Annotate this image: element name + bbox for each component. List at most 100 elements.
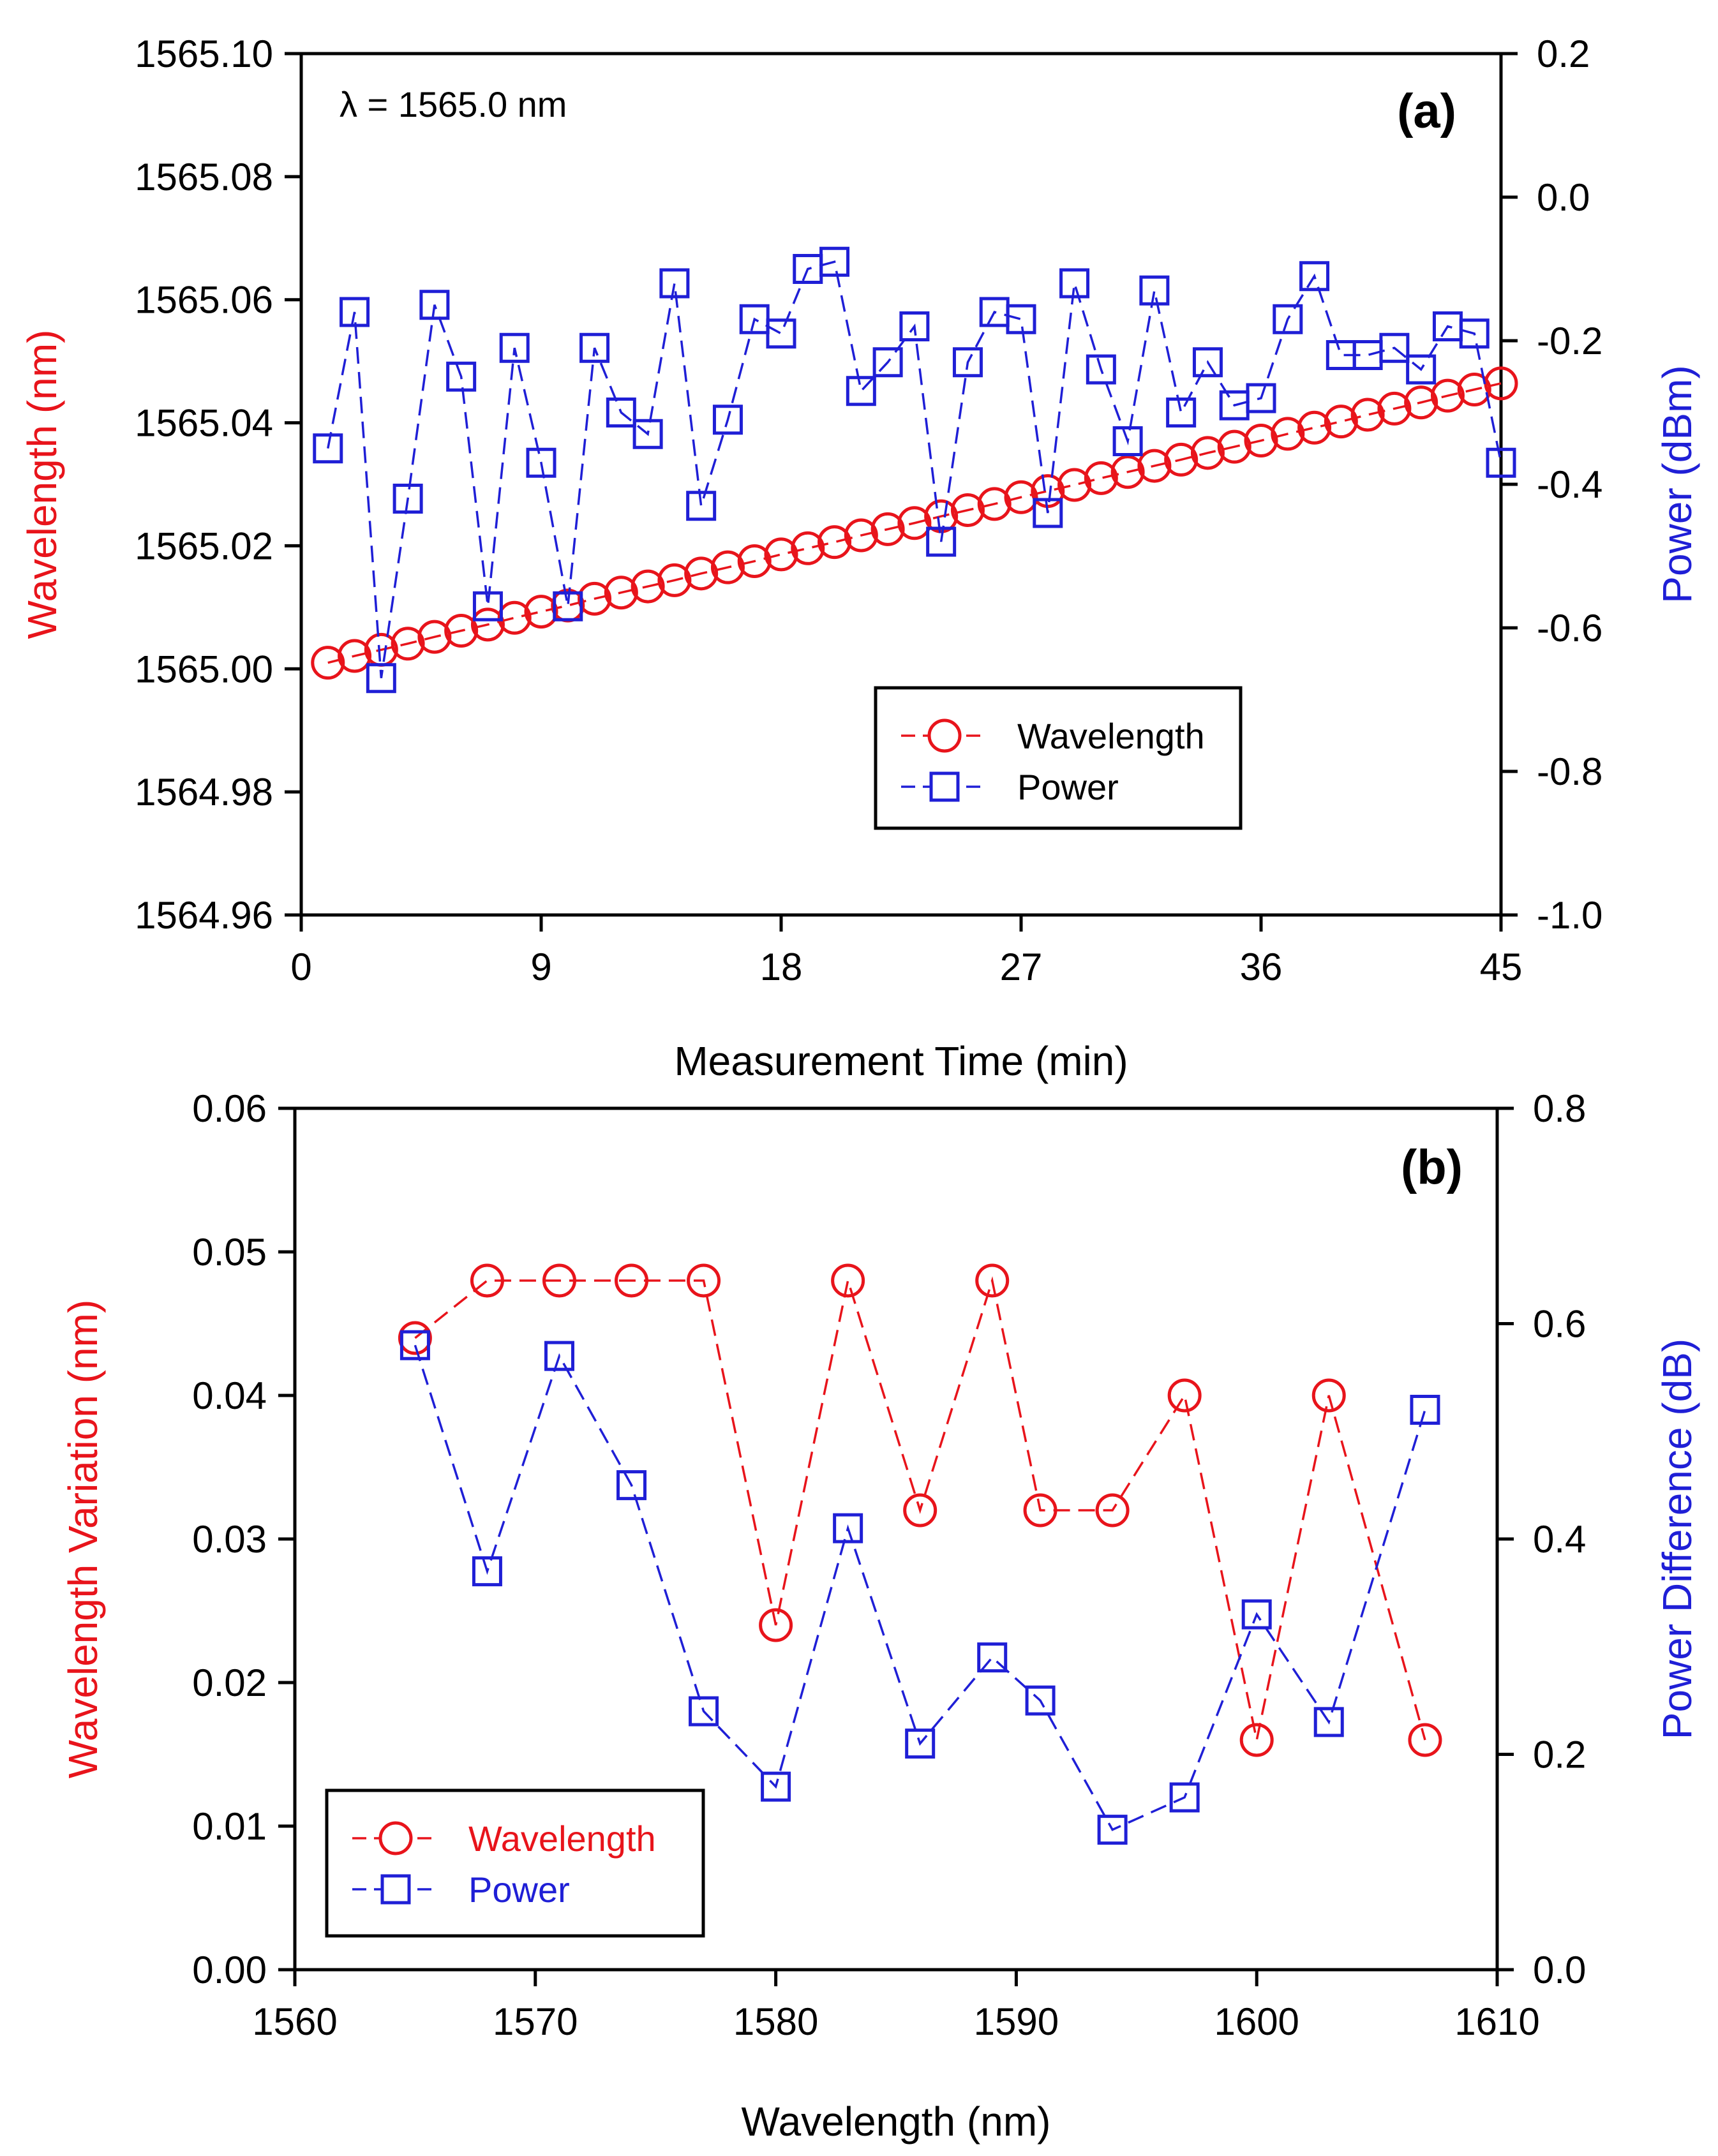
data-point-wavelength <box>897 506 932 540</box>
data-point-power <box>761 1771 791 1802</box>
data-point-power <box>616 1470 647 1501</box>
data-point-power <box>952 347 983 378</box>
data-point-wavelength <box>977 487 1012 521</box>
y-left-tick-label: 1564.96 <box>135 894 273 937</box>
series-line-power <box>327 260 1502 679</box>
data-point-power <box>819 246 850 277</box>
data-point-wavelength <box>1324 405 1358 439</box>
panel-label: (b) <box>1401 1140 1463 1194</box>
data-point-wavelength <box>604 576 638 610</box>
data-point-wavelength <box>1217 429 1251 464</box>
y-right-tick-label: -0.4 <box>1537 463 1602 506</box>
series-wavelength <box>398 1263 1442 1757</box>
legend-marker-wavelength <box>927 718 962 753</box>
data-point-power <box>313 433 343 464</box>
data-point-wavelength <box>1408 1723 1442 1757</box>
data-point-power <box>846 376 876 406</box>
data-point-power <box>392 484 423 514</box>
data-point-wavelength <box>818 525 852 560</box>
data-point-wavelength <box>684 556 719 591</box>
data-point-wavelength <box>1350 398 1385 432</box>
data-point-power <box>366 663 396 694</box>
x-tick-label: 0 <box>290 946 311 988</box>
data-point-wavelength <box>1430 378 1465 413</box>
y-right-tick-label: -0.8 <box>1537 750 1602 793</box>
data-point-power <box>1273 304 1303 334</box>
legend-label-power: Power <box>1017 767 1119 807</box>
data-point-power <box>340 297 370 327</box>
data-point-power <box>472 1556 502 1587</box>
y-right-tick-label: 0.2 <box>1533 1734 1586 1776</box>
y-left-axis-title: Wavelength Variation (nm) <box>60 1300 106 1779</box>
data-point-power <box>526 447 556 478</box>
legend: Wavelength Power <box>325 1788 705 1938</box>
data-point-power <box>1033 498 1063 528</box>
data-point-power <box>686 491 717 521</box>
x-tick-label: 1580 <box>733 2000 818 2043</box>
data-point-power <box>1459 318 1490 349</box>
legend-marker-wavelength <box>378 1821 413 1855</box>
data-point-power <box>1486 447 1516 478</box>
x-tick-label: 1570 <box>493 2000 578 2043</box>
data-point-wavelength <box>311 646 345 680</box>
y-left-tick-label: 1565.04 <box>135 402 273 445</box>
data-point-wavelength <box>764 537 798 572</box>
y-left-tick-label: 1565.08 <box>135 156 273 198</box>
data-point-wavelength <box>391 627 425 661</box>
data-point-power <box>905 1729 936 1759</box>
y-right-tick-label: 0.2 <box>1537 33 1590 75</box>
y-right-axis-title: Power Difference (dB) <box>1654 1339 1700 1739</box>
y-right-tick-label: 0.0 <box>1533 1949 1586 1991</box>
data-point-power <box>1097 1815 1128 1845</box>
x-tick-label: 1590 <box>974 2000 1059 2043</box>
data-point-power <box>766 318 796 349</box>
y-right-axis-title: Power (dBm) <box>1654 365 1700 603</box>
series-power <box>313 246 1516 694</box>
series-wavelength <box>311 366 1518 680</box>
x-tick-label: 1610 <box>1454 2000 1539 2043</box>
y-left-tick-label: 1565.00 <box>135 648 273 690</box>
x-tick-label: 27 <box>1000 946 1043 988</box>
data-point-power <box>1059 268 1090 299</box>
series-line-wavelength <box>414 1276 1426 1741</box>
y-right-tick-label: 0.0 <box>1537 176 1590 219</box>
y-right-tick-label: 0.4 <box>1533 1518 1586 1561</box>
y-right-tick-label: 0.6 <box>1533 1303 1586 1346</box>
data-point-wavelength <box>470 1263 504 1298</box>
data-point-wavelength <box>417 620 452 654</box>
data-point-power <box>899 311 930 341</box>
x-axis-title: Measurement Time (min) <box>674 1038 1128 1084</box>
data-point-wavelength <box>631 569 665 604</box>
data-point-power <box>419 290 450 320</box>
y-left-tick-label: 1565.06 <box>135 279 273 322</box>
y-left-tick-label: 1565.10 <box>135 33 273 75</box>
data-point-wavelength <box>1023 1493 1057 1528</box>
y-left-tick-label: 1564.98 <box>135 771 273 814</box>
y-left-tick-label: 0.05 <box>192 1231 267 1274</box>
data-point-wavelength <box>759 1608 793 1642</box>
data-point-power <box>472 591 503 621</box>
data-point-wavelength <box>1190 436 1225 470</box>
data-point-power <box>1410 1395 1440 1425</box>
data-point-power <box>1406 354 1437 385</box>
legend-label-power: Power <box>468 1870 570 1910</box>
data-point-wavelength <box>1377 391 1412 426</box>
data-point-power <box>1086 354 1116 385</box>
data-point-power <box>1139 275 1170 306</box>
y-left-axis-title: Wavelength (nm) <box>19 330 65 639</box>
data-point-power <box>499 332 530 363</box>
data-point-wavelength <box>615 1263 649 1298</box>
legend-marker-power <box>929 771 960 802</box>
data-point-wavelength <box>444 614 479 648</box>
data-point-wavelength <box>687 1263 721 1298</box>
y-right-tick-label: -0.6 <box>1537 607 1602 650</box>
x-tick-label: 36 <box>1240 946 1283 988</box>
data-point-wavelength <box>924 499 959 533</box>
data-point-wavelength <box>1404 385 1438 420</box>
panel-label: (a) <box>1397 84 1456 138</box>
data-point-power <box>400 1330 430 1360</box>
data-point-power <box>1241 1599 1272 1630</box>
data-point-power <box>1313 1707 1344 1737</box>
data-point-power <box>926 526 957 557</box>
data-point-wavelength <box>1004 480 1038 514</box>
